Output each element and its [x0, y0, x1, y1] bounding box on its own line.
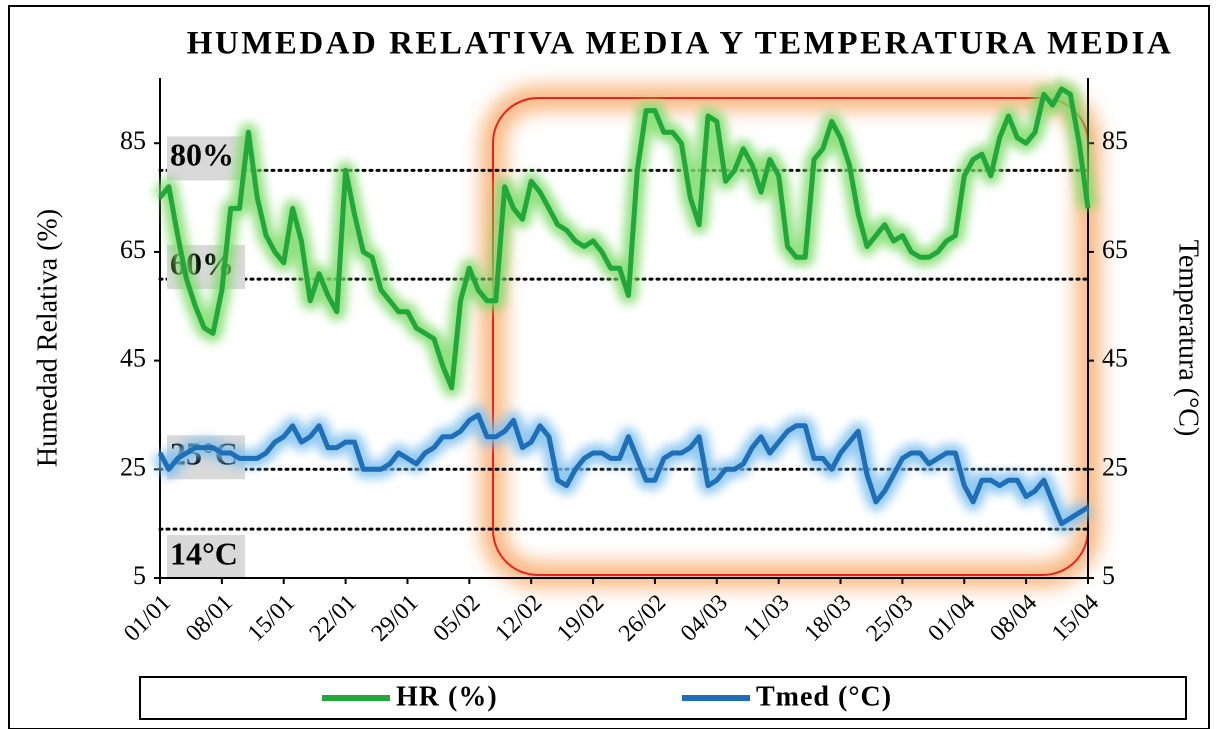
x-tick-label: 08/01: [181, 590, 238, 647]
x-tick-label: 25/03: [861, 590, 918, 647]
series-line: [157, 412, 1090, 527]
y-tick-label: 45: [120, 344, 146, 373]
y-tick-label: 5: [133, 561, 146, 590]
y-tick-label: 25: [120, 452, 146, 481]
y2-tick-label: 5: [1102, 561, 1115, 590]
x-tick-label: 19/02: [552, 590, 609, 647]
x-tick-label: 01/04: [923, 590, 980, 647]
x-tick-label: 18/03: [800, 590, 857, 647]
x-tick-label: 15/01: [243, 590, 300, 647]
frame: [8, 5, 1210, 729]
y-tick-label: 85: [120, 126, 146, 155]
legend-label: HR (%): [396, 681, 498, 712]
chart-title: HUMEDAD RELATIVA MEDIA Y TEMPERATURA MED…: [187, 26, 1174, 62]
reference-label: 14°C: [170, 535, 238, 571]
reference-label: 80%: [170, 137, 234, 173]
series-line: [158, 86, 1091, 391]
y-axis-label: Humedad Relativa (%): [32, 209, 63, 467]
x-tick-label: 22/01: [305, 590, 362, 647]
y2-tick-label: 85: [1102, 126, 1128, 155]
x-tick-label: 11/03: [738, 590, 794, 646]
legend: [139, 676, 1187, 720]
y2-axis-label: Temperatura (°C): [1173, 240, 1204, 437]
x-tick-label: 29/01: [367, 590, 424, 647]
legend-label: Tmed (°C): [756, 681, 892, 712]
x-tick-label: 05/02: [428, 590, 485, 647]
reference-label-bg: [167, 136, 245, 181]
x-tick-label: 08/04: [985, 590, 1042, 647]
x-tick-label: 04/03: [676, 590, 733, 647]
x-tick-label: 26/02: [614, 590, 671, 647]
y-tick-label: 65: [120, 235, 146, 264]
y2-tick-label: 65: [1102, 235, 1128, 264]
y2-tick-label: 25: [1102, 452, 1128, 481]
y2-tick-label: 45: [1102, 344, 1128, 373]
reference-label-bg: [167, 535, 245, 580]
x-tick-label: 01/01: [119, 590, 176, 647]
x-tick-label: 12/02: [490, 590, 547, 647]
x-tick-label: 15/04: [1047, 590, 1104, 647]
